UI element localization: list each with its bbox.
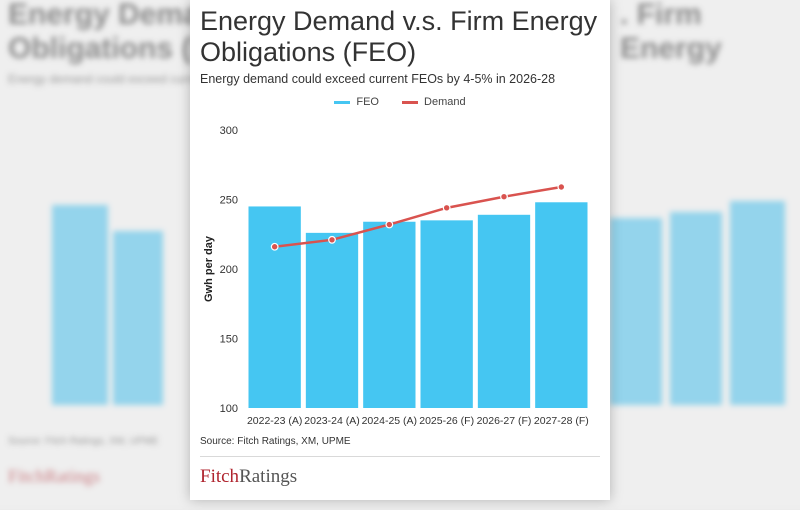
background-logo: FitchRatings — [8, 466, 101, 486]
bar-feo — [420, 220, 473, 408]
background-bar — [113, 231, 163, 405]
demand-point — [270, 242, 279, 251]
demand-point — [500, 192, 508, 201]
background-bar — [730, 201, 785, 405]
legend-swatch-demand — [402, 100, 419, 104]
legend-item-feo: FEO — [334, 96, 379, 108]
background-title-right: . Firm Energy — [620, 0, 722, 65]
bar-feo — [535, 202, 588, 408]
chart-title: Energy Demand v.s. Firm Energy Obligatio… — [200, 6, 598, 67]
chart-subtitle: Energy demand could exceed current FEOs … — [200, 72, 556, 86]
background-bar — [52, 205, 108, 405]
bar-feo — [248, 206, 301, 408]
bar-feo — [363, 221, 416, 408]
background-source: Source: Fitch Ratings, XM, UPME — [8, 436, 159, 447]
demand-point — [442, 203, 451, 212]
legend-swatch-feo — [334, 100, 351, 104]
demand-point — [385, 220, 394, 229]
y-tick-label: 300 — [220, 125, 238, 137]
y-tick-label: 100 — [220, 403, 238, 415]
x-tick-label: 2024-25 (A) — [362, 415, 417, 427]
demand-point — [328, 235, 336, 244]
bar-feo — [477, 214, 531, 408]
y-tick-label: 200 — [220, 264, 238, 276]
background-bar — [670, 212, 722, 405]
background-bar — [610, 218, 662, 405]
y-tick-label: 150 — [220, 334, 238, 346]
x-tick-label: 2025-26 (F) — [419, 415, 474, 427]
logo-ratings: Ratings — [239, 466, 298, 487]
logo-fitch: Fitch — [200, 466, 240, 487]
x-tick-label: 2022-23 (A) — [247, 415, 302, 427]
footer-divider — [200, 456, 600, 457]
bar-feo — [305, 232, 359, 408]
x-tick-label: 2027-28 (F) — [534, 415, 589, 427]
legend-item-demand: Demand — [402, 96, 466, 108]
fitch-ratings-logo: FitchRatings — [200, 466, 297, 488]
legend: FEO Demand — [190, 96, 610, 108]
x-tick-label: 2023-24 (A) — [304, 415, 359, 427]
legend-label-demand: Demand — [424, 96, 466, 109]
source-note: Source: Fitch Ratings, XM, UPME — [200, 436, 351, 447]
legend-label-feo: FEO — [356, 96, 379, 109]
y-axis-label: Gwh per day — [203, 235, 215, 302]
demand-line — [274, 185, 562, 249]
chart-card: Energy Demand v.s. Firm Energy Obligatio… — [190, 0, 610, 500]
demand-point — [557, 183, 566, 191]
x-tick-label: 2026-27 (F) — [477, 415, 532, 427]
y-tick-label: 250 — [220, 195, 238, 207]
